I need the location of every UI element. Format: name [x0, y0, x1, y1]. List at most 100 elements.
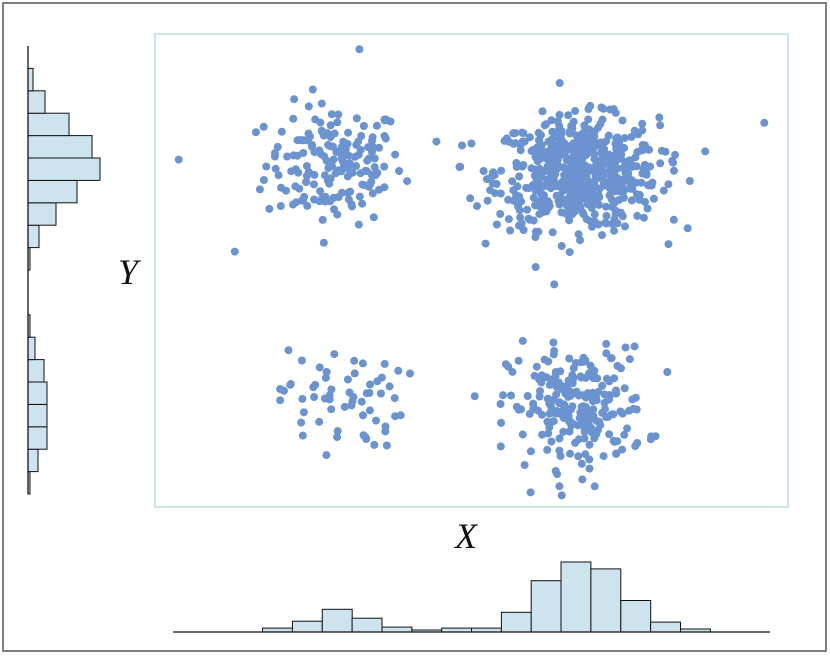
scatter-point	[333, 210, 342, 219]
scatter-point	[564, 376, 573, 385]
scatter-point	[333, 433, 342, 442]
scatter-point	[617, 179, 626, 187]
scatter-point	[634, 130, 643, 139]
histogram-y-bar	[27, 90, 46, 114]
scatter-point	[483, 196, 492, 205]
scatter-point	[372, 416, 380, 425]
scatter-point	[455, 163, 464, 171]
scatter-point	[304, 129, 313, 138]
scatter-point	[327, 110, 336, 119]
scatter-point	[645, 145, 653, 154]
scatter-point	[571, 107, 580, 115]
histogram-y-bar	[27, 67, 34, 92]
scatter-point	[531, 263, 540, 271]
scatter-point	[627, 181, 636, 190]
scatter-point	[299, 149, 308, 157]
scatter-point	[526, 488, 535, 497]
scatter-point	[588, 200, 597, 209]
scatter-point	[515, 192, 524, 201]
scatter-point	[527, 164, 536, 173]
scatter-point	[516, 140, 525, 149]
scatter-point	[617, 154, 625, 163]
scatter-point	[547, 405, 556, 414]
scatter-point	[663, 368, 672, 376]
scatter-point	[324, 164, 333, 173]
histogram-y-bar	[27, 359, 45, 383]
scatter-point	[604, 412, 612, 421]
scatter-point	[646, 435, 655, 444]
scatter-point	[599, 140, 608, 149]
scatter-point	[586, 101, 595, 110]
scatter-point	[403, 177, 412, 186]
scatter-point	[340, 402, 349, 411]
scatter-point	[558, 187, 567, 196]
scatter-point	[291, 182, 300, 191]
histogram-y-bar	[27, 202, 57, 226]
scatter-point	[496, 210, 505, 218]
scatter-point	[473, 202, 481, 211]
scatter-point	[516, 213, 525, 222]
scatter-point	[321, 373, 330, 382]
scatter-point	[627, 196, 636, 205]
scatter-point	[334, 193, 343, 201]
scatter-point	[327, 385, 336, 394]
scatter-point	[298, 431, 307, 440]
scatter-point	[557, 127, 566, 136]
scatter-point	[701, 147, 710, 156]
scatter-point	[613, 361, 622, 370]
scatter-point	[560, 150, 569, 159]
scatter-point	[479, 167, 488, 175]
scatter-point	[670, 166, 678, 175]
scatter-point	[517, 405, 526, 414]
scatter-point	[518, 336, 527, 345]
scatter-point	[564, 111, 573, 120]
scatter-point	[524, 214, 533, 223]
scatter-point	[375, 143, 383, 152]
scatter-point	[308, 85, 317, 94]
scatter-point	[598, 146, 607, 154]
scatter-point	[549, 417, 558, 426]
scatter-point	[549, 350, 558, 359]
scatter-point	[497, 166, 506, 175]
histogram-x-bar	[381, 626, 413, 633]
scatter-point	[590, 366, 599, 375]
scatter-point	[581, 356, 590, 365]
scatter-point	[571, 157, 580, 165]
scatter-point	[598, 166, 607, 175]
scatter-point	[553, 408, 562, 416]
scatter-point	[620, 143, 629, 152]
scatter-point	[327, 405, 336, 414]
scatter-point	[545, 380, 554, 389]
scatter-point	[341, 139, 350, 148]
scatter-point	[620, 185, 628, 194]
scatter-point	[329, 155, 338, 164]
scatter-point	[508, 177, 517, 186]
histogram-y-bar	[27, 381, 48, 405]
scatter-point	[302, 177, 311, 186]
histogram-x-bar	[291, 620, 323, 633]
scatter-point	[535, 392, 544, 401]
scatter-point	[532, 181, 541, 190]
scatter-point	[581, 195, 590, 204]
scatter-point	[598, 175, 607, 184]
scatter-point	[685, 177, 694, 185]
scatter-plot-area	[154, 33, 789, 508]
scatter-point	[298, 394, 307, 403]
scatter-point	[567, 141, 576, 150]
scatter-point	[620, 134, 629, 142]
scatter-point	[625, 355, 634, 364]
scatter-point	[555, 482, 564, 491]
scatter-point	[350, 356, 359, 365]
scatter-point	[543, 445, 552, 454]
scatter-point	[315, 363, 324, 372]
scatter-point	[550, 280, 559, 289]
scatter-point	[587, 406, 596, 415]
scatter-point	[362, 389, 371, 398]
scatter-point	[655, 113, 664, 122]
scatter-point	[322, 451, 331, 460]
scatter-point	[489, 168, 498, 177]
scatter-point	[633, 211, 642, 220]
scatter-point	[380, 115, 389, 124]
scatter-point	[359, 122, 368, 130]
scatter-point	[358, 180, 367, 189]
